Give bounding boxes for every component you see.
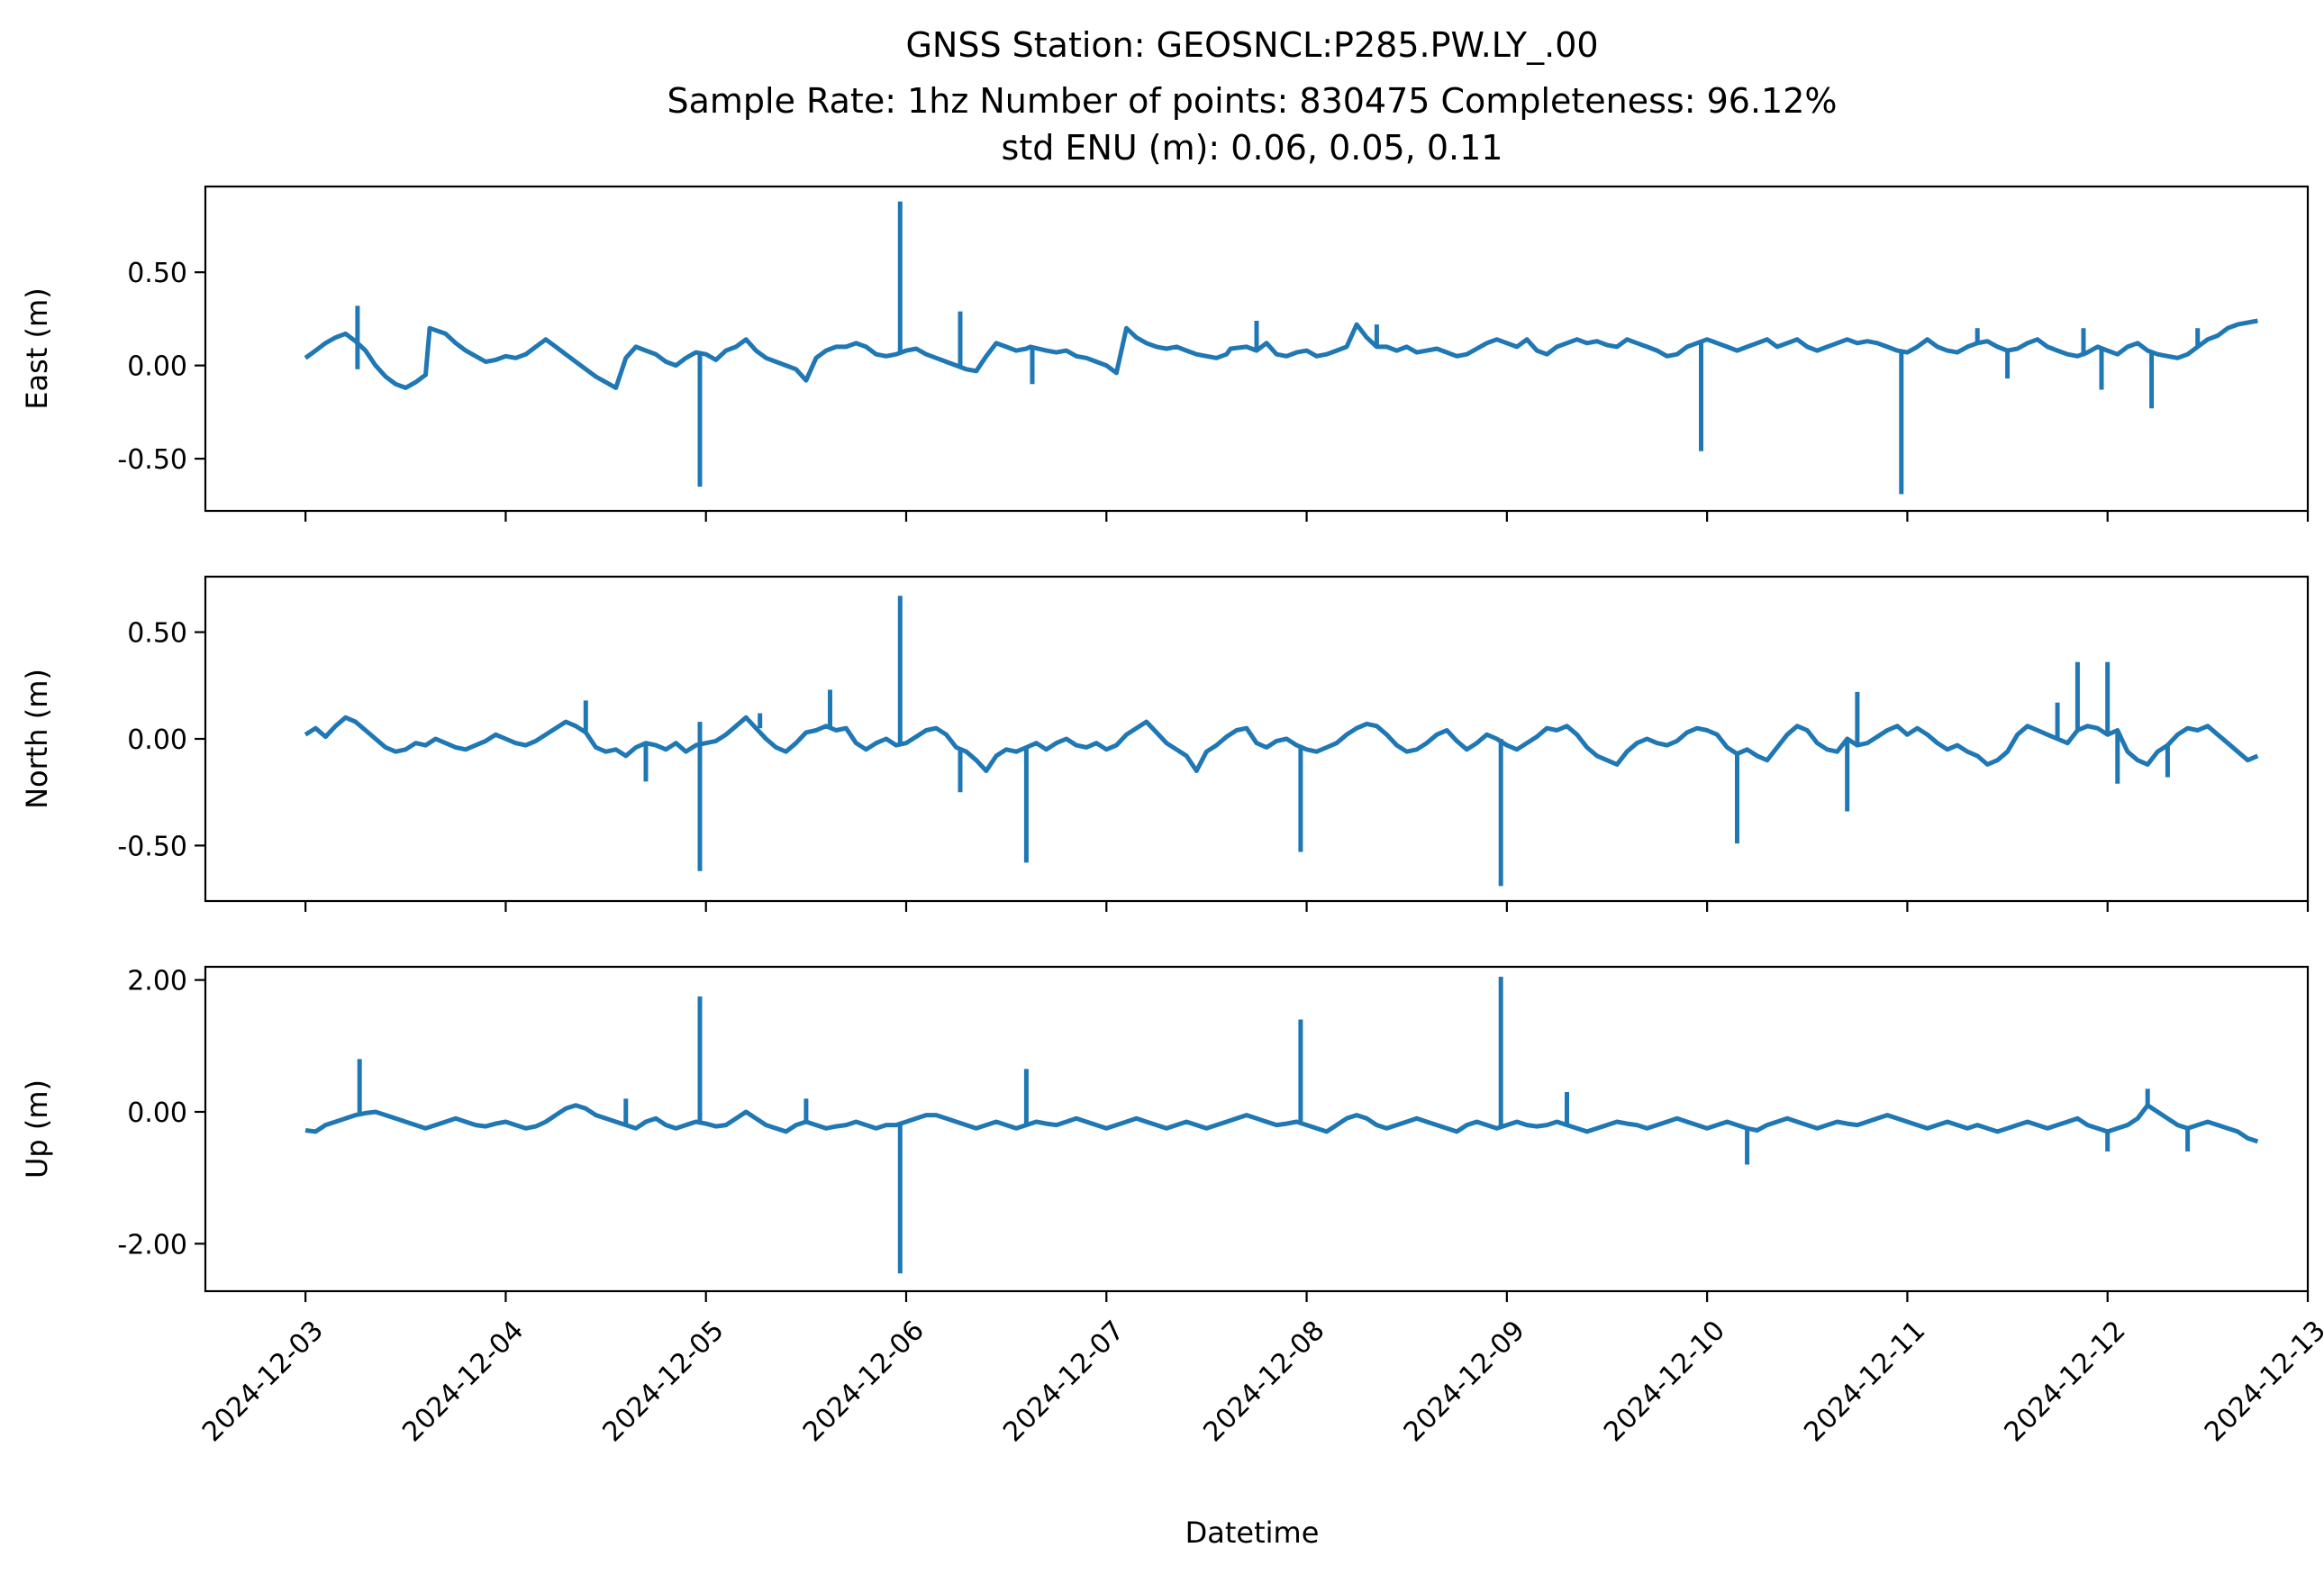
x-tick-label: 2024-12-12 bbox=[1999, 1315, 2132, 1448]
chart-title: GNSS Station: GEOSNCL:P285.PW.LY_.00 Sam… bbox=[667, 25, 1838, 168]
series-line bbox=[304, 715, 2259, 773]
axes-frame bbox=[204, 575, 2310, 903]
x-tick-label: 2024-12-04 bbox=[396, 1315, 530, 1448]
x-axis: 2024-12-03 2024-12-04 2024-12-05 2024-12-06… bbox=[196, 1315, 2324, 1448]
y-tick-label: 0.50 bbox=[127, 618, 187, 650]
title-line-1: GNSS Station: GEOSNCL:P285.PW.LY_.00 bbox=[905, 25, 1598, 65]
y-tick-label: -0.50 bbox=[117, 444, 187, 476]
series-line bbox=[304, 1103, 2259, 1144]
x-axis-label: Datetime bbox=[1185, 1516, 1320, 1550]
x-tick-label: 2024-12-08 bbox=[1197, 1315, 1330, 1448]
panels: -0.50 0.00 0.50 East (m) -0.50 0.00 0.50 North … bbox=[20, 185, 2310, 1302]
axes-frame bbox=[204, 965, 2310, 1293]
y-axis-label: East (m) bbox=[20, 287, 54, 409]
x-tick-label: 2024-12-13 bbox=[2199, 1315, 2324, 1448]
y-tick-label: 0.00 bbox=[127, 1097, 187, 1129]
y-tick-label: 0.50 bbox=[127, 258, 187, 289]
x-tick-label: 2024-12-09 bbox=[1398, 1315, 1531, 1448]
title-line-3: std ENU (m): 0.06, 0.05, 0.11 bbox=[1002, 128, 1503, 168]
y-tick-label: 0.00 bbox=[127, 351, 187, 383]
y-axis-label: Up (m) bbox=[20, 1079, 54, 1179]
series-line bbox=[304, 318, 2258, 390]
panel-2: -0.50 0.00 0.50 North (m) bbox=[20, 575, 2310, 912]
x-tick-label: 2024-12-03 bbox=[196, 1315, 330, 1448]
y-tick-label: -0.50 bbox=[117, 831, 187, 862]
x-tick-label: 2024-12-05 bbox=[597, 1315, 731, 1448]
x-tick-label: 2024-12-11 bbox=[1798, 1315, 1931, 1448]
x-tick-label: 2024-12-10 bbox=[1598, 1315, 1731, 1448]
x-tick-label: 2024-12-07 bbox=[997, 1315, 1130, 1448]
panel-1: -0.50 0.00 0.50 East (m) bbox=[20, 185, 2310, 522]
y-tick-label: 0.00 bbox=[127, 724, 187, 756]
panel-3: -2.00 0.00 2.00 Up (m) bbox=[20, 965, 2310, 1302]
x-tick-label: 2024-12-06 bbox=[797, 1315, 931, 1448]
axes-frame bbox=[204, 185, 2310, 513]
y-axis-label: North (m) bbox=[20, 669, 54, 809]
title-line-2: Sample Rate: 1hz Number of points: 83047… bbox=[667, 81, 1838, 121]
y-tick-label: 2.00 bbox=[127, 966, 187, 997]
y-tick-label: -2.00 bbox=[117, 1229, 187, 1261]
